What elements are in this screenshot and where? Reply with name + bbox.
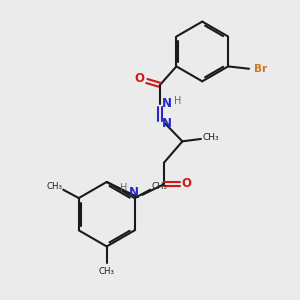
Text: H: H (120, 183, 128, 193)
Text: O: O (182, 177, 192, 190)
Text: N: N (129, 187, 139, 200)
Text: CH₃: CH₃ (151, 182, 167, 191)
Text: N: N (161, 117, 172, 130)
Text: CH₃: CH₃ (46, 182, 62, 191)
Text: O: O (134, 72, 144, 85)
Text: H: H (174, 96, 181, 106)
Text: N: N (161, 97, 172, 110)
Text: CH₃: CH₃ (99, 267, 115, 276)
Text: Br: Br (254, 64, 267, 74)
Text: CH₃: CH₃ (202, 133, 219, 142)
